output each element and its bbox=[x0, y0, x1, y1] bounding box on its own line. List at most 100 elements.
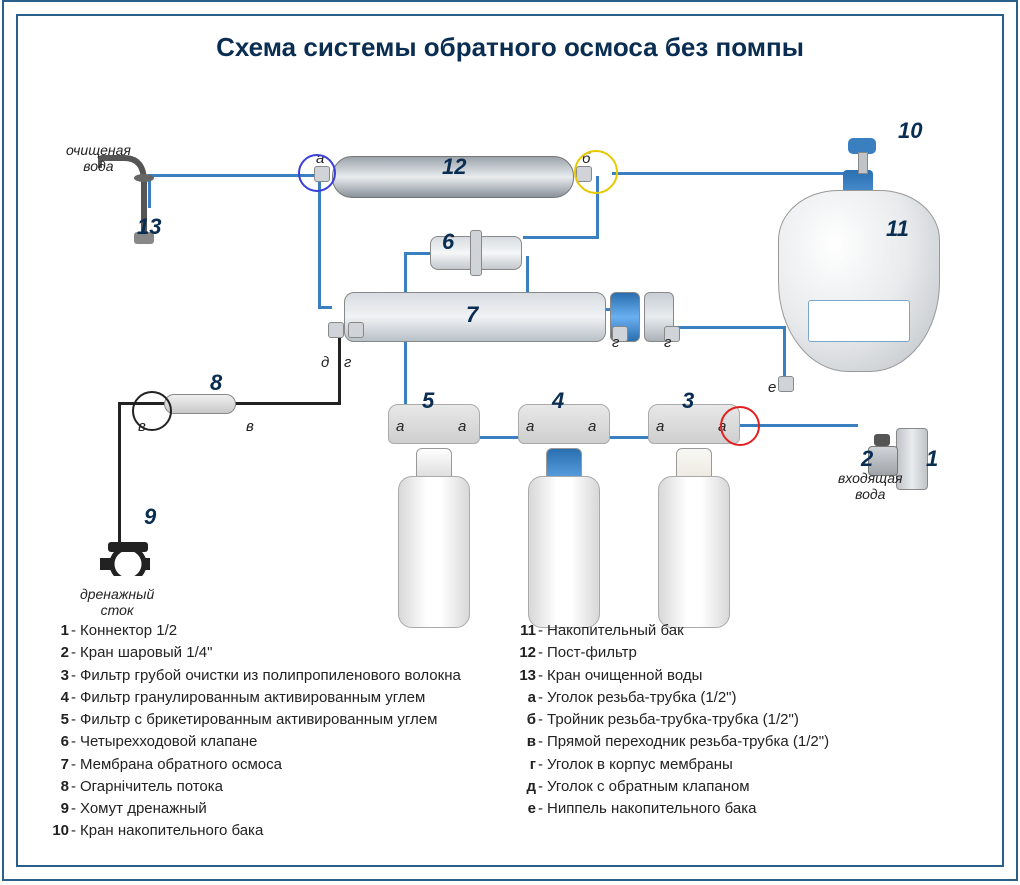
legend-text: Кран очищенной воды bbox=[547, 666, 977, 686]
highlight-ring bbox=[720, 406, 760, 446]
legend-number: 11 bbox=[510, 621, 536, 641]
component-number-13: 13 bbox=[137, 214, 161, 240]
component-number-6: 6 bbox=[442, 229, 454, 255]
component-number-8: 8 bbox=[210, 370, 222, 396]
valve-port bbox=[470, 230, 482, 276]
tube-drain bbox=[224, 402, 341, 405]
valve-handle bbox=[874, 434, 890, 446]
outer-frame: Схема системы обратного осмоса без помпы bbox=[2, 0, 1018, 881]
tube-drain bbox=[118, 402, 121, 542]
tube bbox=[523, 236, 599, 239]
legend-text: Фильтр с брикетированным активированным … bbox=[80, 710, 510, 730]
legend-right-column: 11-Накопительный бак12-Пост-фильтр13-Кра… bbox=[510, 621, 977, 855]
legend-row: г-Уголок в корпус мембраны bbox=[510, 755, 977, 775]
label-incoming: входящая вода bbox=[838, 470, 903, 502]
legend-text: Уголок в корпус мембраны bbox=[547, 755, 977, 775]
letter-label: а bbox=[656, 418, 664, 435]
filter3-body bbox=[658, 476, 730, 628]
legend-text: Пост-фильтр bbox=[547, 643, 977, 663]
storage-tank bbox=[778, 170, 938, 390]
filter5-body bbox=[398, 476, 470, 628]
legend-row: 13-Кран очищенной воды bbox=[510, 666, 977, 686]
legend-row: в-Прямой переходник резьба-трубка (1/2") bbox=[510, 732, 977, 752]
legend-row: 7-Мембрана обратного осмоса bbox=[43, 755, 510, 775]
tube bbox=[318, 176, 321, 306]
legend-row: 6-Четырехходовой клапане bbox=[43, 732, 510, 752]
legend-row: 5-Фильтр с брикетированным активированны… bbox=[43, 710, 510, 730]
tube bbox=[318, 306, 332, 309]
legend-number: 1 bbox=[43, 621, 69, 641]
legend-number: 9 bbox=[43, 799, 69, 819]
label-clean-water: очищеная вода bbox=[66, 142, 131, 174]
tank-valve-stem bbox=[858, 152, 868, 174]
diagram-title: Схема системы обратного осмоса без помпы bbox=[18, 32, 1002, 63]
component-number-4: 4 bbox=[552, 388, 564, 414]
legend-number: б bbox=[510, 710, 536, 730]
letter-label: г bbox=[612, 334, 619, 351]
legend-row: д-Уголок с обратным клапаном bbox=[510, 777, 977, 797]
legend-number: 10 bbox=[43, 821, 69, 841]
component-number-9: 9 bbox=[144, 504, 156, 530]
drain-clamp-icon bbox=[98, 536, 150, 576]
legend-text: Фильтр грубой очистки из полипропиленово… bbox=[80, 666, 510, 686]
component-number-11: 11 bbox=[886, 216, 909, 242]
letter-label: в bbox=[246, 418, 254, 435]
letter-label: г bbox=[344, 354, 351, 371]
tube bbox=[404, 252, 430, 255]
component-number-2: 2 bbox=[861, 446, 873, 472]
legend-row: а-Уголок резьба-трубка (1/2") bbox=[510, 688, 977, 708]
legend-text: Накопительный бак bbox=[547, 621, 977, 641]
component-number-3: 3 bbox=[682, 388, 694, 414]
legend-text: Хомут дренажный bbox=[80, 799, 510, 819]
legend-text: Фильтр гранулированным активированным уг… bbox=[80, 688, 510, 708]
label-drain: дренажный сток bbox=[80, 586, 154, 618]
legend-text: Мембрана обратного осмоса bbox=[80, 755, 510, 775]
legend-text: Кран шаровый 1/4" bbox=[80, 643, 510, 663]
letter-label: г bbox=[664, 334, 671, 351]
tube bbox=[666, 326, 786, 329]
legend-text: Коннектор 1/2 bbox=[80, 621, 510, 641]
legend-text: Огарнічитель потока bbox=[80, 777, 510, 797]
component-number-5: 5 bbox=[422, 388, 434, 414]
component-number-12: 12 bbox=[442, 154, 466, 180]
diagram-area: очищеная вода дренажный сток входящая во… bbox=[18, 76, 1002, 616]
legend-number: 6 bbox=[43, 732, 69, 752]
highlight-ring bbox=[574, 150, 618, 194]
legend-number: 12 bbox=[510, 643, 536, 663]
component-number-10: 10 bbox=[898, 118, 922, 144]
elbow-d bbox=[328, 322, 344, 338]
highlight-ring bbox=[298, 154, 336, 192]
legend-row: 2-Кран шаровый 1/4" bbox=[43, 643, 510, 663]
legend-row: 10-Кран накопительного бака bbox=[43, 821, 510, 841]
tank-sticker bbox=[808, 300, 910, 342]
legend-number: 7 bbox=[43, 755, 69, 775]
flow-limiter bbox=[164, 394, 236, 414]
letter-label: а bbox=[588, 418, 596, 435]
inner-frame: Схема системы обратного осмоса без помпы bbox=[16, 14, 1004, 867]
legend-number: 2 bbox=[43, 643, 69, 663]
letter-label: е bbox=[768, 379, 776, 396]
letter-label: д bbox=[321, 354, 329, 371]
legend-number: 5 bbox=[43, 710, 69, 730]
legend-text: Уголок с обратным клапаном bbox=[547, 777, 977, 797]
legend-text: Ниппель накопительного бака bbox=[547, 799, 977, 819]
legend-number: 8 bbox=[43, 777, 69, 797]
legend-number: д bbox=[510, 777, 536, 797]
tank-body bbox=[778, 190, 940, 372]
filter4-body bbox=[528, 476, 600, 628]
component-number-7: 7 bbox=[466, 302, 478, 328]
legend-number: 13 bbox=[510, 666, 536, 686]
legend-row: е-Ниппель накопительного бака bbox=[510, 799, 977, 819]
nipple-e bbox=[778, 376, 794, 392]
legend: 1-Коннектор 1/22-Кран шаровый 1/4"3-Филь… bbox=[43, 621, 977, 855]
legend-row: 12-Пост-фильтр bbox=[510, 643, 977, 663]
legend-row: 8-Огарнічитель потока bbox=[43, 777, 510, 797]
letter-label: а bbox=[526, 418, 534, 435]
elbow-g1 bbox=[348, 322, 364, 338]
highlight-ring bbox=[132, 391, 172, 431]
legend-number: 3 bbox=[43, 666, 69, 686]
letter-label: а bbox=[396, 418, 404, 435]
legend-row: 9-Хомут дренажный bbox=[43, 799, 510, 819]
component-number-1: 1 bbox=[926, 446, 938, 472]
legend-row: 4-Фильтр гранулированным активированным … bbox=[43, 688, 510, 708]
